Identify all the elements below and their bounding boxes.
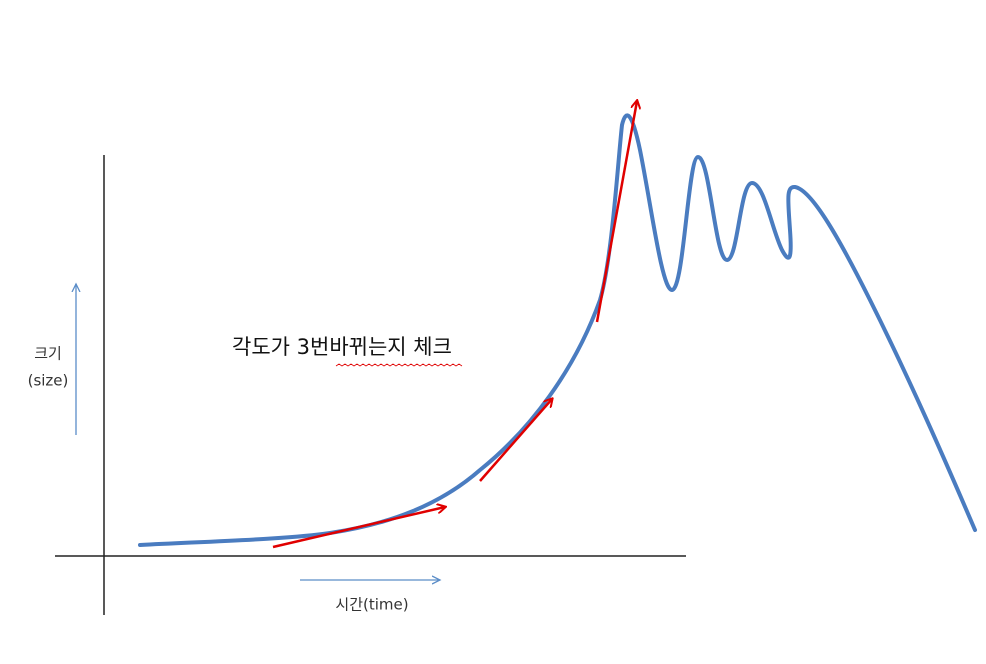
y-axis-label: 크기 xyxy=(34,345,62,363)
annotation: 각도가 3번바뀌는지 체크 xyxy=(232,335,452,359)
y-axis-label-sub: (size) xyxy=(28,372,69,390)
tangent-arrow xyxy=(595,101,637,323)
tangent-arrow xyxy=(479,399,552,482)
spell-check-underline xyxy=(335,363,463,367)
growth-curve xyxy=(138,113,977,547)
tangent-arrow xyxy=(272,507,445,549)
x-axis-label: 시간(time) xyxy=(335,596,408,614)
